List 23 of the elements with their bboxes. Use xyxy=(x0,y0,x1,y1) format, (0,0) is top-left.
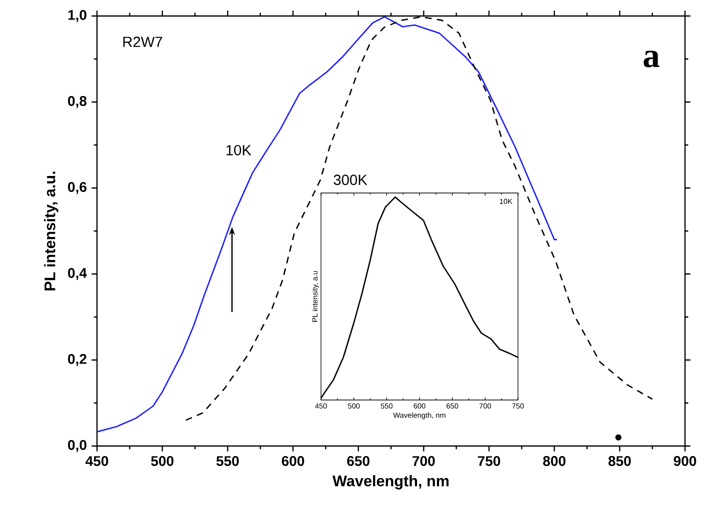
x-tick-label: 500 xyxy=(151,456,174,466)
y-tick-label: 0,6 xyxy=(68,182,86,194)
x-tick-label: 650 xyxy=(347,456,370,466)
y-tick-label: 0,8 xyxy=(68,96,87,108)
x-tick-label: 550 xyxy=(216,456,239,466)
x-tick-label: 750 xyxy=(478,456,500,466)
x-tick-label: 700 xyxy=(412,456,435,466)
y-tick-label: 0,2 xyxy=(68,354,86,366)
annotation: a xyxy=(644,50,660,68)
x-tick-label: 850 xyxy=(608,456,631,466)
y-tick-label: 1,0 xyxy=(68,10,86,22)
series-label: 300K xyxy=(334,174,368,186)
annotation: R2W7 xyxy=(123,36,162,47)
y-tick-label: 0,4 xyxy=(68,268,87,280)
x-tick-label: 900 xyxy=(674,456,696,466)
x-tick-label: 450 xyxy=(86,456,108,466)
x-tick-label: 600 xyxy=(282,456,304,466)
x-tick-label: 800 xyxy=(543,456,566,466)
x-axis-title: Wavelength, nm xyxy=(332,475,449,490)
series-label: 10K xyxy=(226,144,252,156)
y-tick-label: 0,0 xyxy=(68,440,86,452)
line-series xyxy=(96,16,558,432)
y-axis-title: PL intensity, a.u. xyxy=(44,172,58,290)
